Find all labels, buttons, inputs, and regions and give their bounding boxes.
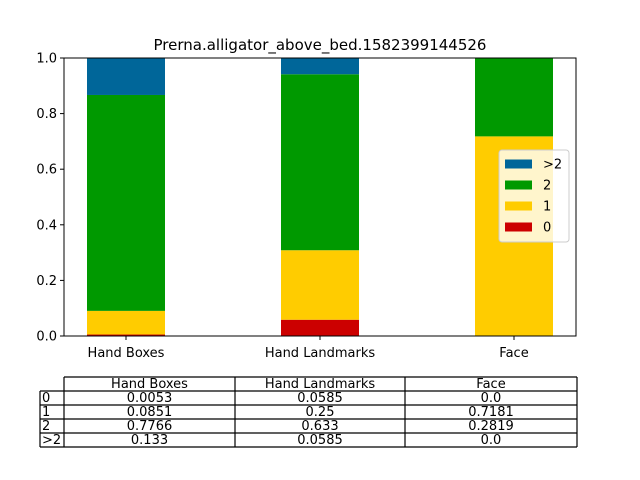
- legend-label: 1: [543, 200, 551, 215]
- table-column-header: Hand Boxes: [111, 376, 188, 392]
- table-cell: 0.633: [301, 418, 339, 434]
- table-cell: 0.25: [305, 404, 335, 420]
- legend-label: >2: [543, 158, 562, 173]
- table-column-header: Hand Landmarks: [264, 376, 376, 392]
- legend: >2 2 1 0: [498, 149, 570, 243]
- y-tick-label: 0.6: [36, 163, 57, 178]
- bar-segment: [87, 58, 165, 95]
- bar-segment: [87, 334, 165, 336]
- table-column-header: Face: [476, 376, 506, 392]
- plot-frame: [63, 57, 577, 337]
- y-tick-label: 0.0: [36, 330, 57, 345]
- table-cell: 0.0585: [297, 390, 343, 406]
- y-tick-label: 0.8: [36, 107, 57, 122]
- legend-label: 0: [543, 221, 551, 236]
- table-cell: 0.0053: [126, 390, 173, 406]
- bar-segment: [87, 94, 165, 311]
- table-cell: 0.0: [480, 432, 502, 448]
- bar-segment: [281, 74, 359, 251]
- table-cell: 0.133: [130, 432, 169, 448]
- table-cell: 0.7181: [468, 404, 514, 420]
- legend-label: 2: [543, 179, 551, 194]
- bar-segment: [281, 319, 359, 336]
- table-cell: 0.7766: [126, 418, 173, 434]
- x-tick-label: Face: [499, 346, 528, 361]
- y-tick-label: 0.2: [36, 274, 57, 289]
- table-cell: 0.0585: [297, 432, 343, 448]
- x-tick-label: Hand Landmarks: [265, 346, 376, 361]
- y-tick-label: 0.4: [36, 218, 57, 233]
- table-row-label: 2: [42, 418, 51, 434]
- chart-title: Prerna.alligator_above_bed.1582399144526: [154, 36, 487, 55]
- bar-segment: [281, 250, 359, 320]
- bar-segment: [281, 58, 359, 75]
- y-tick-label: 1.0: [36, 52, 57, 67]
- table-row-label: 1: [42, 404, 51, 420]
- y-axis: 0.0 0.2 0.4 0.6 0.8 1.0: [36, 52, 64, 345]
- bar-segment: [87, 310, 165, 335]
- data-table-grid: [39, 376, 578, 448]
- legend-swatch: [505, 222, 532, 232]
- x-axis: Hand Boxes Hand Landmarks Face: [88, 336, 529, 361]
- bars-group: [87, 58, 553, 336]
- x-tick-label: Hand Boxes: [88, 346, 165, 361]
- table-cell: 0.2819: [468, 418, 514, 434]
- bar-segment: [475, 58, 553, 137]
- legend-box: [498, 149, 570, 243]
- legend-swatch: [505, 201, 532, 211]
- table-row-label: >2: [42, 432, 62, 448]
- table-cell: 0.0851: [126, 404, 173, 420]
- table-cell: 0.0: [480, 390, 502, 406]
- legend-swatch: [505, 159, 532, 169]
- legend-swatch: [505, 180, 532, 190]
- table-row-label: 0: [42, 390, 51, 406]
